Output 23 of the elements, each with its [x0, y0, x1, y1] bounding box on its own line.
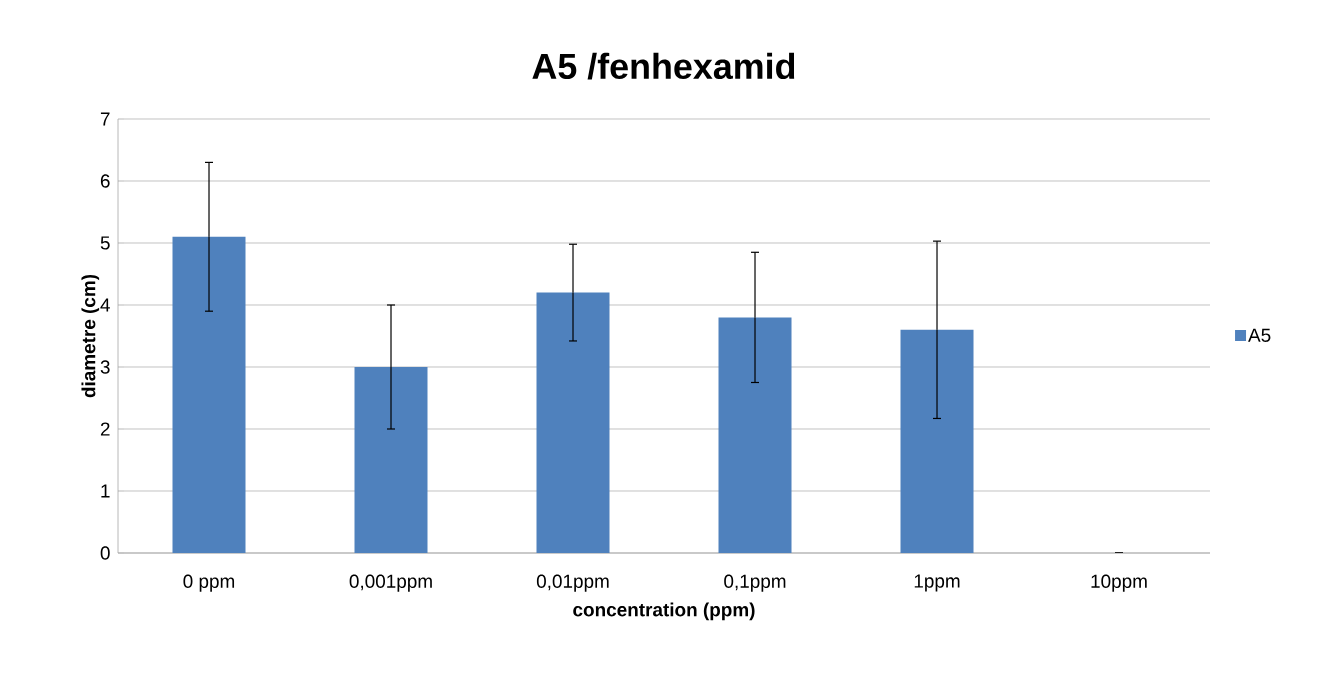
- x-tick-label: 0,1ppm: [724, 574, 786, 592]
- y-tick-label: 6: [100, 174, 110, 188]
- x-tick-label: 0 ppm: [183, 574, 235, 592]
- legend-label: A5: [1248, 328, 1271, 342]
- y-tick-label: 3: [100, 360, 110, 374]
- y-tick-label: 4: [100, 298, 110, 312]
- bar: [718, 317, 792, 553]
- bar: [900, 329, 974, 553]
- x-tick-label: 1ppm: [914, 574, 960, 592]
- x-tick-label: 10ppm: [1091, 574, 1147, 592]
- bar: [536, 292, 610, 553]
- x-tick-label: 0,01ppm: [536, 574, 609, 592]
- y-tick-label: 7: [100, 112, 110, 126]
- y-tick-label: 2: [100, 422, 110, 436]
- x-tick-label: 0,001ppm: [349, 574, 432, 592]
- y-tick-label: 0: [100, 546, 110, 560]
- y-tick-label: 1: [101, 484, 110, 498]
- x-axis-title: concentration (ppm): [573, 602, 755, 621]
- bar: [172, 236, 246, 553]
- bar: [354, 366, 428, 553]
- y-tick-label: 5: [100, 236, 110, 250]
- y-axis-title: diametre (cm): [81, 274, 100, 398]
- chart-title: A5 /fenhexamid: [532, 52, 795, 80]
